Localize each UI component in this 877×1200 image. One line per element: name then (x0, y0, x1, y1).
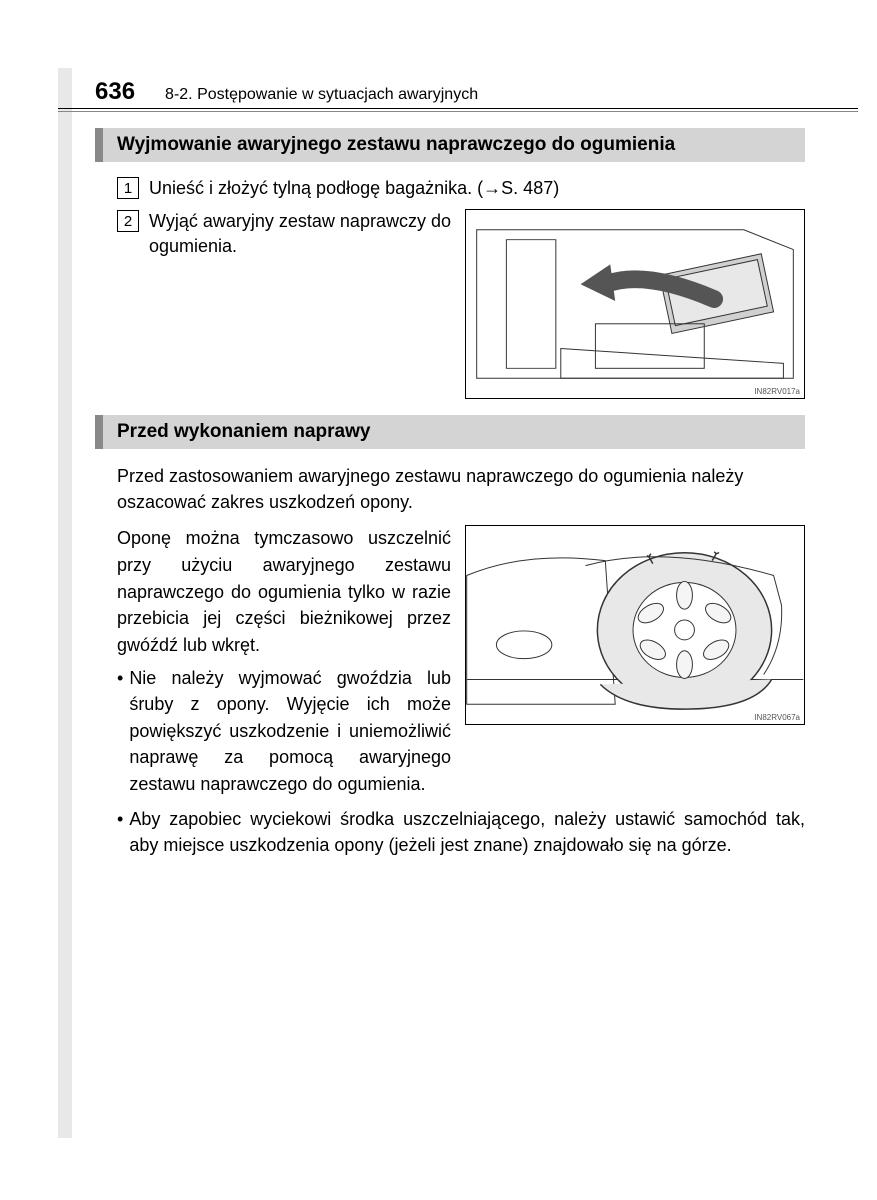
header-rule (58, 108, 858, 109)
step-2-left: 2 Wyjąć awaryjny zestaw naprawczy do ogu… (117, 209, 465, 399)
page-content: Wyjmowanie awaryjnego zestawu naprawczeg… (95, 128, 805, 859)
step-1: 1 Unieść i złożyć tylną podłogę bagażnik… (95, 176, 805, 201)
page-number: 636 (95, 78, 135, 106)
bullet-icon: • (117, 665, 123, 798)
heading-text: Przed wykonaniem naprawy (103, 415, 805, 449)
step-2-text: Wyjąć awaryjny zestaw naprawczy do ogumi… (149, 209, 451, 399)
section-heading-1: Wyjmowanie awaryjnego zestawu naprawczeg… (95, 128, 805, 162)
intro-paragraph: Przed zastosowaniem awaryjnego zestawu n… (95, 463, 805, 515)
step-2: 2 Wyjąć awaryjny zestaw naprawczy do ogu… (95, 209, 805, 399)
illustration-code: IN82RV017a (754, 387, 800, 396)
step-number-box: 1 (117, 177, 139, 199)
bullet-2-text: Aby zapobiec wyciekowi środka uszczelnia… (129, 806, 805, 859)
step-1-text: Unieść i złożyć tylną podłogę bagażnika.… (149, 176, 559, 201)
bullet-1-text: Nie należy wyjmować gwoździa lub śruby z… (129, 665, 451, 798)
heading-accent-bar (95, 128, 103, 162)
illustration-flat-tire: IN82RV067a (465, 525, 805, 725)
bullet-icon: • (117, 806, 123, 859)
left-margin-bar (58, 68, 72, 1138)
illustration-trunk-kit: IN82RV017a (465, 209, 805, 399)
seal-paragraph: Oponę można tymczasowo uszczelnić przy u… (117, 525, 451, 658)
step-number-box: 2 (117, 210, 139, 232)
heading-text: Wyjmowanie awaryjnego zestawu naprawczeg… (103, 128, 805, 162)
heading-accent-bar (95, 415, 103, 449)
section-label: 8-2. Postępowanie w sytuacjach awaryjnyc… (165, 86, 478, 104)
bullet-2: • Aby zapobiec wyciekowi środka uszczeln… (95, 806, 805, 859)
section-heading-2: Przed wykonaniem naprawy (95, 415, 805, 449)
page-header: 636 8-2. Postępowanie w sytuacjach awary… (95, 78, 805, 106)
illustration-code: IN82RV067a (754, 713, 800, 722)
seal-left-column: Oponę można tymczasowo uszczelnić przy u… (117, 525, 465, 797)
bullet-1: • Nie należy wyjmować gwoździa lub śruby… (117, 665, 451, 798)
header-rule-thin (58, 111, 858, 112)
seal-paragraph-block: Oponę można tymczasowo uszczelnić przy u… (95, 525, 805, 797)
trunk-kit-svg (466, 210, 804, 398)
flat-tire-svg (466, 526, 804, 724)
